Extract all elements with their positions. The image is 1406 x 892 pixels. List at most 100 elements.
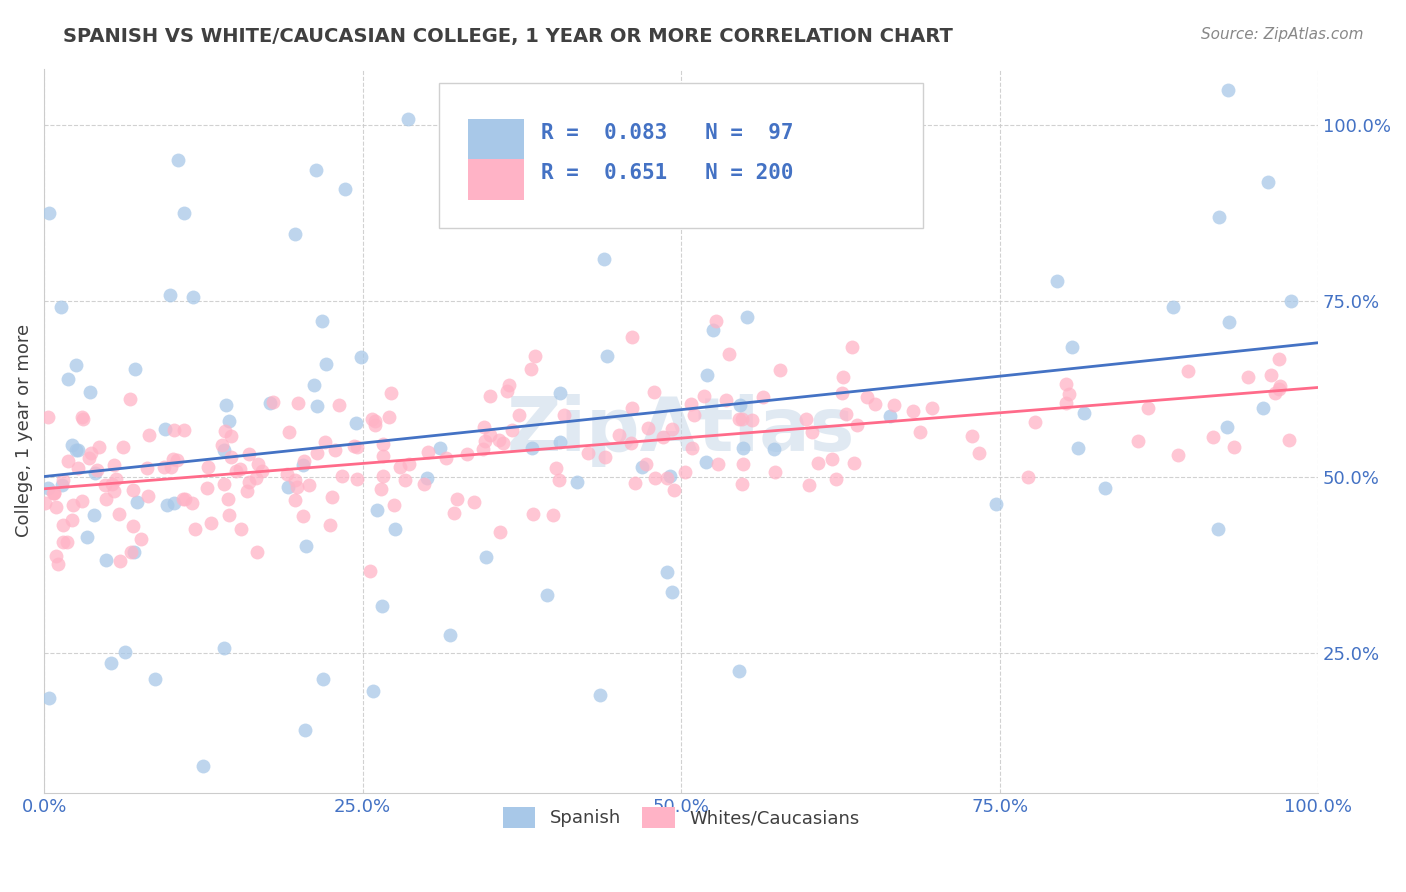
- Point: [37, 409, 59, 424]
- Point: [695, 455, 717, 469]
- Point: [38, 691, 60, 706]
- Point: [901, 404, 924, 418]
- Point: [717, 347, 740, 361]
- Point: [84, 467, 107, 481]
- Point: [371, 437, 394, 451]
- Point: [1054, 396, 1077, 410]
- Legend: Spanish, Whites/Caucasians: Spanish, Whites/Caucasians: [495, 800, 868, 835]
- Point: [305, 446, 328, 460]
- Point: [83, 508, 105, 522]
- Point: [127, 494, 149, 508]
- Point: [494, 185, 516, 199]
- Point: [94, 491, 117, 506]
- Point: [741, 413, 763, 427]
- Point: [100, 657, 122, 671]
- Text: SPANISH VS WHITE/CAUCASIAN COLLEGE, 1 YEAR OR MORE CORRELATION CHART: SPANISH VS WHITE/CAUCASIAN COLLEGE, 1 YE…: [63, 27, 953, 45]
- Point: [969, 446, 991, 460]
- Point: [416, 445, 439, 459]
- Point: [1167, 448, 1189, 462]
- Point: [1202, 430, 1225, 444]
- Point: [960, 429, 983, 443]
- Point: [214, 425, 236, 439]
- Point: [1257, 175, 1279, 189]
- Point: [93, 478, 115, 492]
- Point: [630, 207, 652, 221]
- Point: [122, 545, 145, 559]
- Point: [661, 422, 683, 436]
- Point: [382, 499, 405, 513]
- Point: [312, 673, 335, 687]
- Point: [195, 481, 218, 495]
- Point: [155, 421, 177, 435]
- Point: [363, 418, 385, 433]
- Point: [101, 476, 124, 491]
- Point: [295, 539, 318, 553]
- Text: ZipAtlas: ZipAtlas: [508, 394, 855, 467]
- Point: [752, 391, 775, 405]
- Point: [693, 389, 716, 403]
- Point: [277, 425, 299, 439]
- Point: [1216, 82, 1239, 96]
- FancyBboxPatch shape: [468, 159, 524, 200]
- Point: [173, 423, 195, 437]
- Point: [728, 398, 751, 412]
- Point: [621, 330, 644, 344]
- Point: [576, 446, 599, 460]
- Point: [1059, 387, 1081, 401]
- Point: [634, 458, 657, 472]
- Point: [842, 456, 865, 470]
- Point: [508, 409, 530, 423]
- Point: [361, 683, 384, 698]
- Point: [637, 420, 659, 434]
- Point: [120, 545, 142, 559]
- Point: [794, 412, 817, 426]
- Point: [58, 372, 80, 386]
- Point: [65, 443, 87, 458]
- Point: [359, 564, 381, 578]
- Point: [215, 398, 238, 412]
- Point: [51, 301, 73, 315]
- Point: [291, 458, 314, 473]
- Point: [825, 472, 848, 486]
- Point: [305, 163, 328, 178]
- Point: [52, 535, 75, 549]
- Point: [1216, 419, 1239, 434]
- Point: [1218, 315, 1240, 329]
- Point: [704, 313, 727, 327]
- Point: [377, 409, 399, 424]
- Point: [60, 438, 83, 452]
- Point: [321, 490, 343, 504]
- Point: [831, 370, 853, 384]
- Point: [763, 466, 786, 480]
- Point: [553, 408, 575, 422]
- Point: [1137, 401, 1160, 415]
- Point: [702, 323, 724, 337]
- FancyBboxPatch shape: [439, 83, 924, 228]
- Point: [1024, 415, 1046, 429]
- Point: [285, 480, 308, 494]
- Point: [621, 401, 644, 416]
- Point: [415, 471, 437, 485]
- Point: [122, 519, 145, 533]
- Point: [103, 483, 125, 498]
- Point: [153, 459, 176, 474]
- Point: [287, 396, 309, 410]
- Point: [1073, 406, 1095, 420]
- Point: [769, 362, 792, 376]
- Point: [38, 206, 60, 220]
- Point: [595, 450, 617, 464]
- Point: [52, 473, 75, 487]
- Point: [217, 492, 239, 507]
- Point: [360, 412, 382, 426]
- Point: [89, 441, 111, 455]
- Point: [463, 495, 485, 509]
- Point: [522, 507, 544, 521]
- Point: [65, 359, 87, 373]
- Point: [294, 723, 316, 738]
- Text: R =  0.083   N =  97: R = 0.083 N = 97: [541, 123, 793, 143]
- Point: [662, 483, 685, 498]
- Point: [197, 460, 219, 475]
- Point: [34, 496, 56, 510]
- Point: [193, 759, 215, 773]
- Point: [474, 434, 496, 449]
